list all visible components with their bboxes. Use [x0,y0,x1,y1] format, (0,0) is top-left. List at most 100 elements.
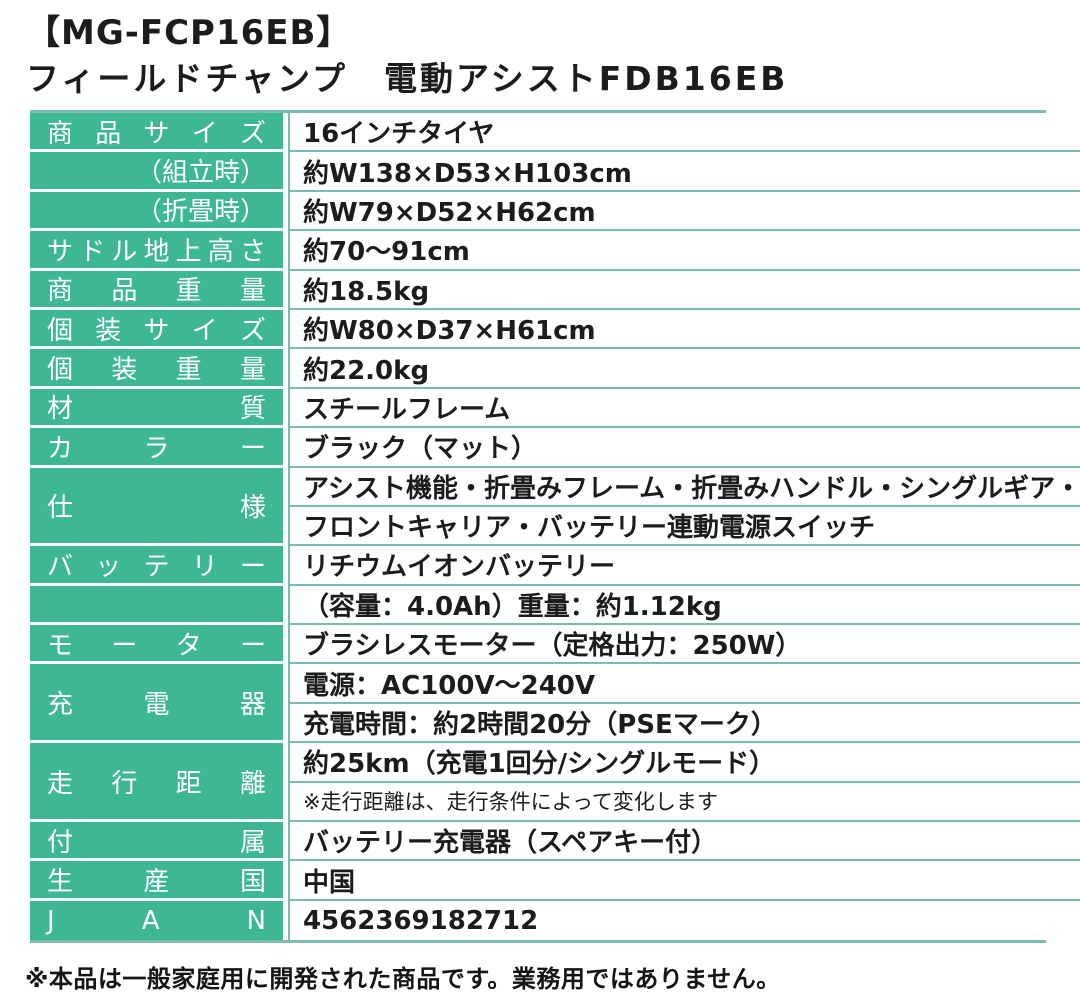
spec-label-char: 品 [111,276,138,307]
spec-table: 商品サイズ（組立時） （折畳時）サドル地上高さ商品重量個装サイズ個装重量材質カラー… [30,110,1080,944]
spec-label: 商品重量 [30,270,283,310]
spec-label-char: サ [47,236,74,267]
spec-label-char: 量 [239,276,266,307]
spec-value: 電源：AC100V～240V [290,664,1080,704]
spec-label: カラー [30,428,283,468]
spec-label-char: ー [239,552,266,583]
product-model-title: 【MG-FCP16EB】 [26,13,352,53]
page-header: 【MG-FCP16EB】 フィールドチャンプ 電動アシストFDB16EB [0,10,1080,102]
spec-label-char: タ [175,630,202,661]
spec-label [30,585,283,626]
spec-value: 中国 [290,861,1080,901]
spec-label: 材質 [30,388,283,429]
spec-label-char: 材 [47,394,74,425]
spec-label-char: 地 [143,236,170,267]
spec-value: ブラシレスモーター（定格出力：250W） [290,625,1080,665]
spec-label-char: 上 [175,236,202,267]
spec-label-char: 充 [47,689,74,720]
spec-value: 約W138×D53×H103cm [290,152,1080,192]
spec-label-char: ー [239,630,266,661]
spec-label-char: 高 [207,236,234,267]
spec-label-char: 走 [47,768,74,799]
spec-label: 個装サイズ [30,309,283,350]
spec-label: 商品サイズ [30,113,283,153]
spec-label: （折畳時） [30,191,283,232]
spec-label-char: ラ [143,433,170,464]
spec-value: アシスト機能・折畳みフレーム・折畳みハンドル・シングルギア・ [290,468,1080,507]
spec-value: 約18.5kg [290,271,1080,310]
spec-label-char: 器 [239,689,266,720]
spec-label-char: 商 [47,118,74,149]
spec-label-char: ズ [239,315,266,346]
spec-label-char: カ [47,433,74,464]
spec-value: スチールフレーム [290,389,1080,429]
spec-label: 付属 [30,822,283,862]
spec-label-char: J [47,905,55,936]
spec-label-char: 様 [239,492,266,523]
spec-label-char: 産 [143,867,170,898]
spec-label-char: 商 [47,276,74,307]
spec-label-char: バ [47,552,74,583]
spec-label: モーター [30,625,283,665]
spec-value: 約22.0kg [290,349,1080,389]
spec-label-char: サ [143,315,170,346]
spec-label-char: 量 [239,355,266,386]
spec-label: 充電器 [30,664,283,744]
spec-label-char: 個 [47,355,74,386]
spec-label-char: 装 [111,355,138,386]
spec-label-char: A [141,905,160,936]
spec-label: 生産国 [30,861,283,901]
spec-value: フロントキャリア・バッテリー連動電源スイッチ [290,507,1080,547]
spec-label-char: N [246,905,266,936]
spec-value: 約70～91cm [290,231,1080,271]
spec-value: 充電時間：約2時間20分（PSEマーク） [290,704,1080,744]
spec-label-char: ー [111,630,138,661]
spec-label-char: 質 [239,394,266,425]
spec-label-char: 離 [239,768,266,799]
spec-label-char: さ [239,236,266,267]
spec-label: 仕様 [30,467,283,547]
spec-label-char: サ [143,118,170,149]
spec-label: サドル地上高さ [30,231,283,271]
spec-label-char: 電 [143,689,170,720]
spec-label-char: ル [111,236,138,267]
spec-label-column: 商品サイズ（組立時） （折畳時）サドル地上高さ商品重量個装サイズ個装重量材質カラー… [30,113,283,941]
spec-value: ※走行距離は、走行条件によって変化します [290,783,1080,823]
spec-label-char: 距 [175,768,202,799]
spec-value: 16インチタイヤ [290,113,1080,153]
spec-label-char: ド [79,236,106,267]
spec-label-char: 個 [47,315,74,346]
spec-value: ブラック（マット） [290,428,1080,468]
spec-label: 走行距離 [30,743,283,823]
product-name-subtitle: フィールドチャンプ 電動アシストFDB16EB [26,59,789,98]
spec-label: （組立時） [30,152,283,192]
spec-label-char: 属 [239,827,266,858]
spec-label: バッテリー [30,546,283,586]
spec-label-char: 行 [111,768,138,799]
spec-label-char: 品 [95,118,122,149]
footnote: ※本品は一般家庭用に開発された商品です。業務用ではありません。 [25,965,781,994]
spec-label-char: 生 [47,867,74,898]
spec-value: 約W79×D52×H62cm [290,192,1080,232]
spec-value-column: 16インチタイヤ 約W138×D53×H103cm 約W79×D52×H62cm 約7… [288,113,1080,941]
spec-label-char: リ [191,552,218,583]
spec-label-char: 重 [175,355,202,386]
spec-value: 4562369182712 [303,905,539,936]
spec-value: 約W80×D37×H61cm [290,310,1080,350]
spec-label-char: 仕 [47,492,74,523]
spec-label-char: ズ [239,118,266,149]
spec-value: （容量：4.0Ah）重量：約1.12kg [290,586,1080,626]
spec-label-char: 付 [47,827,74,858]
spec-label-char: イ [191,315,218,346]
spec-value: リチウムイオンバッテリー [290,546,1080,586]
spec-label-char: モ [47,630,74,661]
spec-label-char: ー [239,433,266,464]
spec-label-char: イ [191,118,218,149]
spec-label-char: テ [143,552,170,583]
spec-value: バッテリー充電器（スペアキー付） [290,822,1080,862]
spec-label-char: 国 [239,867,266,898]
spec-label-char: ッ [95,552,122,583]
spec-label: 個装重量 [30,349,283,389]
